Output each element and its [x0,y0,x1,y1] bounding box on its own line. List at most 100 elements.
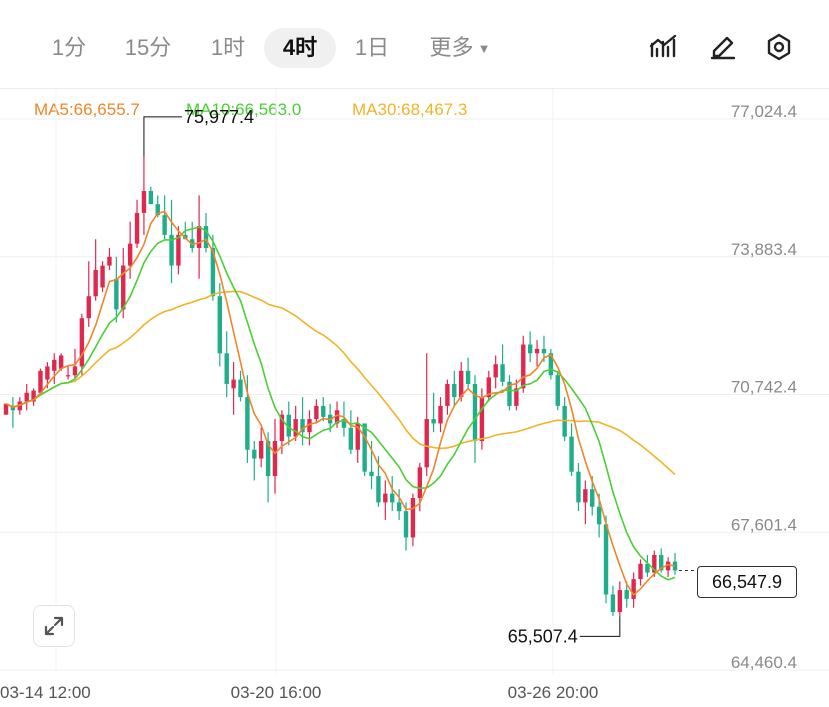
caret-down-icon: ▼ [477,41,491,57]
candle-body [583,489,588,503]
candle-body [603,524,609,595]
candle-body [507,381,512,406]
candle-body [514,388,519,406]
candle-body [52,359,57,371]
candlestick-chart[interactable]: 77,024.4 73,883.4 70,742.4 67,601.4 64,460.4… [0,89,829,707]
candle-body [659,555,664,571]
candle-body [231,379,236,389]
last-price-label: 66,547.9 [697,566,797,598]
fullscreen-button[interactable] [33,605,75,647]
x-tick-label: 03-26 20:00 [508,683,599,702]
tab-15min[interactable]: 15分 [124,35,172,60]
candle-body [596,506,602,525]
candle-body [196,226,202,249]
candle-body [348,427,354,450]
candle-body [472,383,478,441]
candle-body [114,278,119,310]
draw-pencil-icon[interactable] [706,30,740,64]
candle-body [210,248,216,297]
candle-body [217,296,223,354]
candle-body [314,405,319,420]
candle-body [107,256,112,266]
candle-body [121,265,126,310]
tab-1min[interactable]: 1分 [51,35,87,60]
high-marker-line [143,116,182,157]
candle-body [376,476,381,503]
tab-4hour[interactable]: 4时 [264,28,336,68]
candle-body [127,243,133,266]
low-marker-line [579,616,621,637]
candle-body [541,348,547,354]
ma10-line [5,226,676,581]
ma30-line [5,290,676,476]
candle-body [245,397,250,450]
candle-body [93,269,98,297]
candle-body [534,348,540,354]
candle-body [10,405,16,411]
candle-body [3,403,9,415]
candle-body [465,370,471,384]
y-tick-label: 77,024.4 [731,102,797,121]
candle-body [169,234,174,266]
candle-body [431,419,436,424]
candle-body [100,265,105,288]
y-tick-label: 64,460.4 [731,653,797,672]
candle-body [300,419,305,433]
candle-body [176,234,181,266]
candle-body [493,364,498,378]
candle-body [652,555,657,573]
candle-body [162,215,167,235]
expand-icon [44,616,64,636]
candle-body [258,440,264,459]
x-tick-label: 03-14 12:00 [0,683,91,702]
candle-body [72,366,78,376]
candle-body [417,467,423,498]
low-marker-label: 65,507.4 [508,626,578,646]
candle-body [148,191,154,205]
candle-body [224,353,229,384]
ma5-line [5,210,676,597]
candle-body [321,405,326,417]
candle-body [500,364,505,382]
candle-body [390,493,395,503]
ma10-legend: MA10:66,563.0 [186,100,302,119]
candle-body [286,414,291,437]
candle-body [369,471,374,477]
candle-body [438,405,443,424]
tab-more[interactable]: 更多 ▼ [416,28,504,68]
candle-body [590,489,595,507]
toolbar-divider [0,88,829,89]
indicator-icon[interactable] [646,30,680,64]
candle-body [155,204,160,216]
tab-1day[interactable]: 1日 [354,35,390,60]
candle-body [576,471,581,503]
candle-body [665,561,671,571]
candle-body [638,563,643,580]
candle-body [486,377,491,398]
ma5-legend: MA5:66,655.7 [34,100,140,119]
timeframe-tab-bar: 1分 15分 1时 4时 1日 更多 ▼ [0,0,829,92]
ma30-legend: MA30:68,467.3 [352,100,468,119]
candle-body [58,355,64,369]
candle-body [279,414,285,441]
candle-body [355,423,360,450]
tab-1hour[interactable]: 1时 [210,35,246,60]
candle-body [396,502,402,512]
candle-body [610,594,616,613]
settings-icon[interactable] [762,30,796,64]
candle-body [548,353,554,376]
candle-body [65,375,71,377]
candle-body [527,344,533,354]
candle-body [569,436,574,472]
candle-body [252,449,257,459]
candle-body [403,511,409,538]
candle-body [307,419,312,433]
y-tick-label: 67,601.4 [731,515,797,534]
candle-body [265,440,271,477]
candle-body [672,561,678,571]
candle-body [624,590,629,599]
candle-body [452,383,457,398]
candle-body [134,212,140,244]
candle-body [362,423,367,472]
candle-body [79,318,85,367]
